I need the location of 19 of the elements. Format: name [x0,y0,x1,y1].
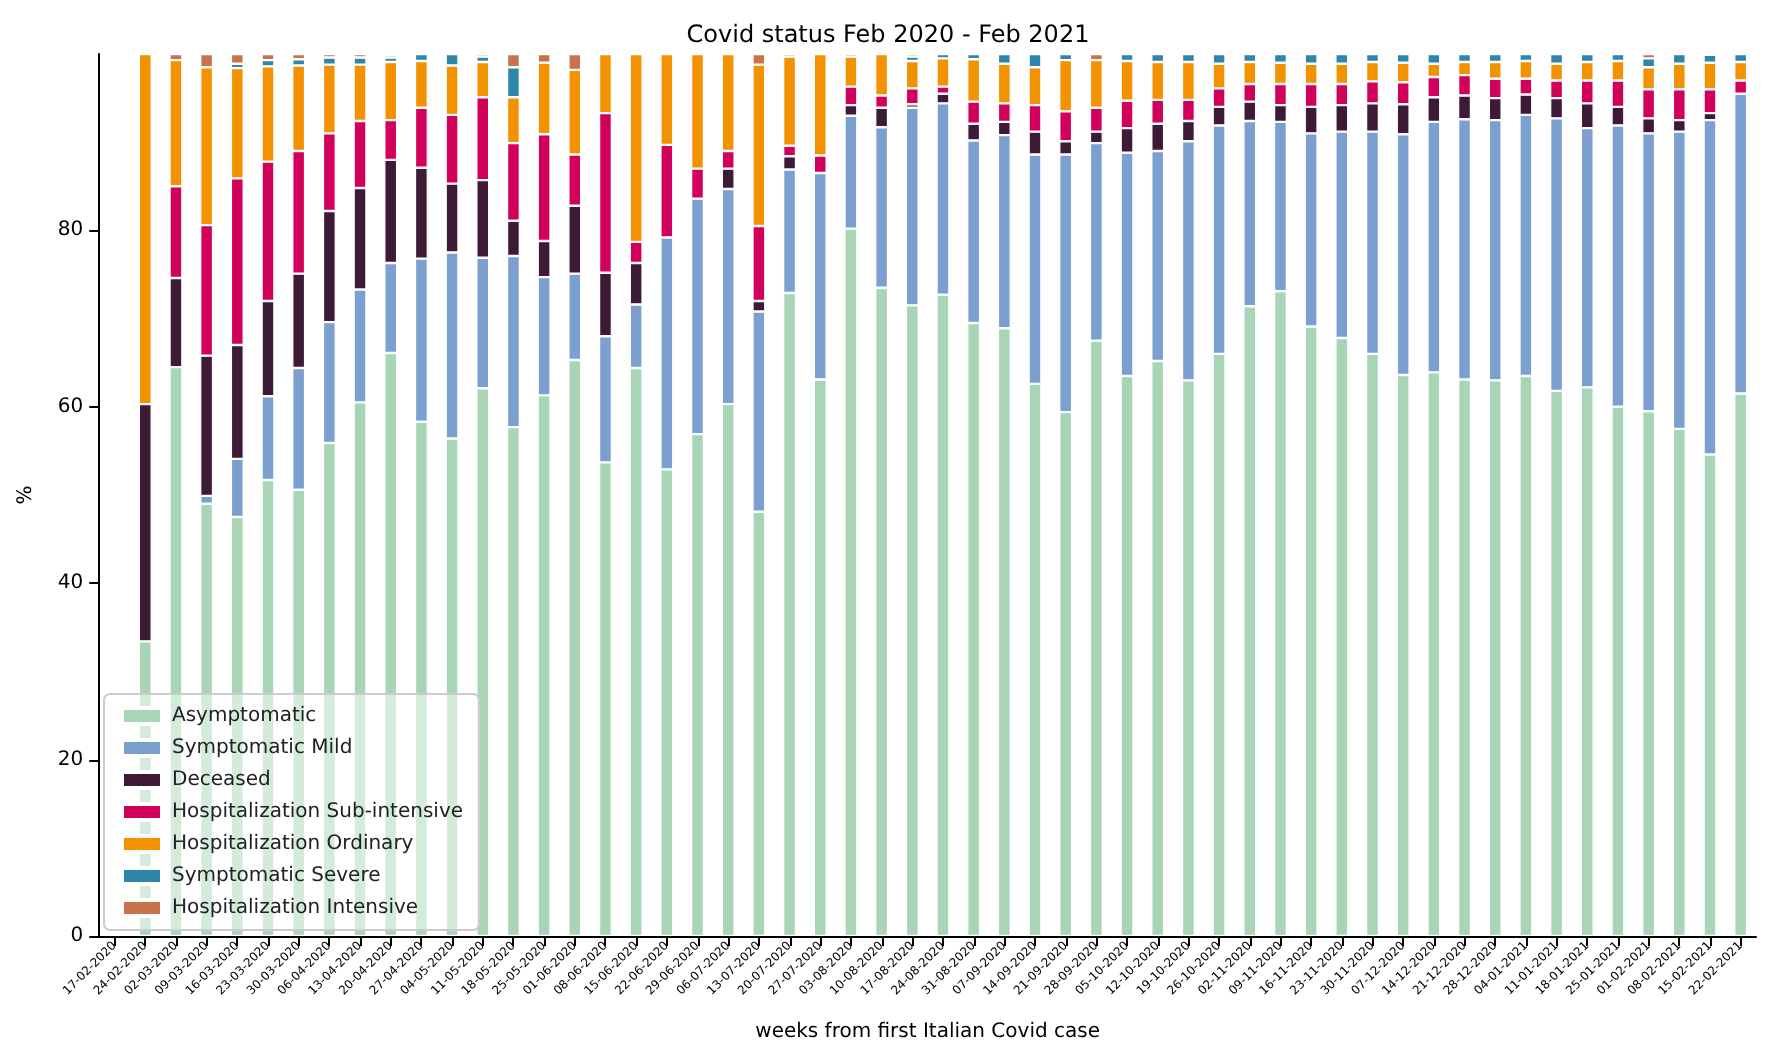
x-axis-title: weeks from first Italian Covid case [755,1021,1100,1043]
y-axis-title: % [15,485,37,505]
y-tick-label: 60 [57,395,84,418]
legend-label: Hospitalization Ordinary [172,833,414,855]
bar [261,54,275,61]
y-tick-label: 80 [57,219,84,242]
bar [230,54,244,64]
legend-label: Symptomatic Mild [172,737,353,759]
chart-title: Covid status Feb 2020 - Feb 2021 [686,20,1090,48]
legend-label: Symptomatic Severe [172,865,381,887]
bar [936,58,950,87]
y-tick-label: 20 [57,748,84,771]
legend-label: Hospitalization Intensive [172,897,419,919]
legend-label: Asymptomatic [172,705,317,727]
legend-label: Deceased [172,769,271,791]
y-tick-label: 40 [57,572,84,595]
bar [292,54,306,60]
legend-label: Hospitalization Sub-intensive [172,801,464,823]
y-tick-label: 0 [70,925,84,947]
